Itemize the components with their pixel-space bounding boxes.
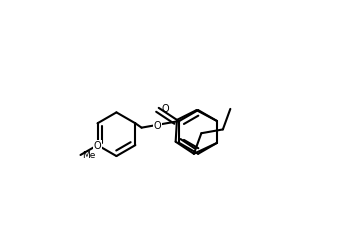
Text: Me: Me	[82, 151, 95, 160]
Text: O: O	[161, 104, 169, 114]
Text: O: O	[94, 140, 101, 150]
Text: O: O	[154, 120, 162, 130]
